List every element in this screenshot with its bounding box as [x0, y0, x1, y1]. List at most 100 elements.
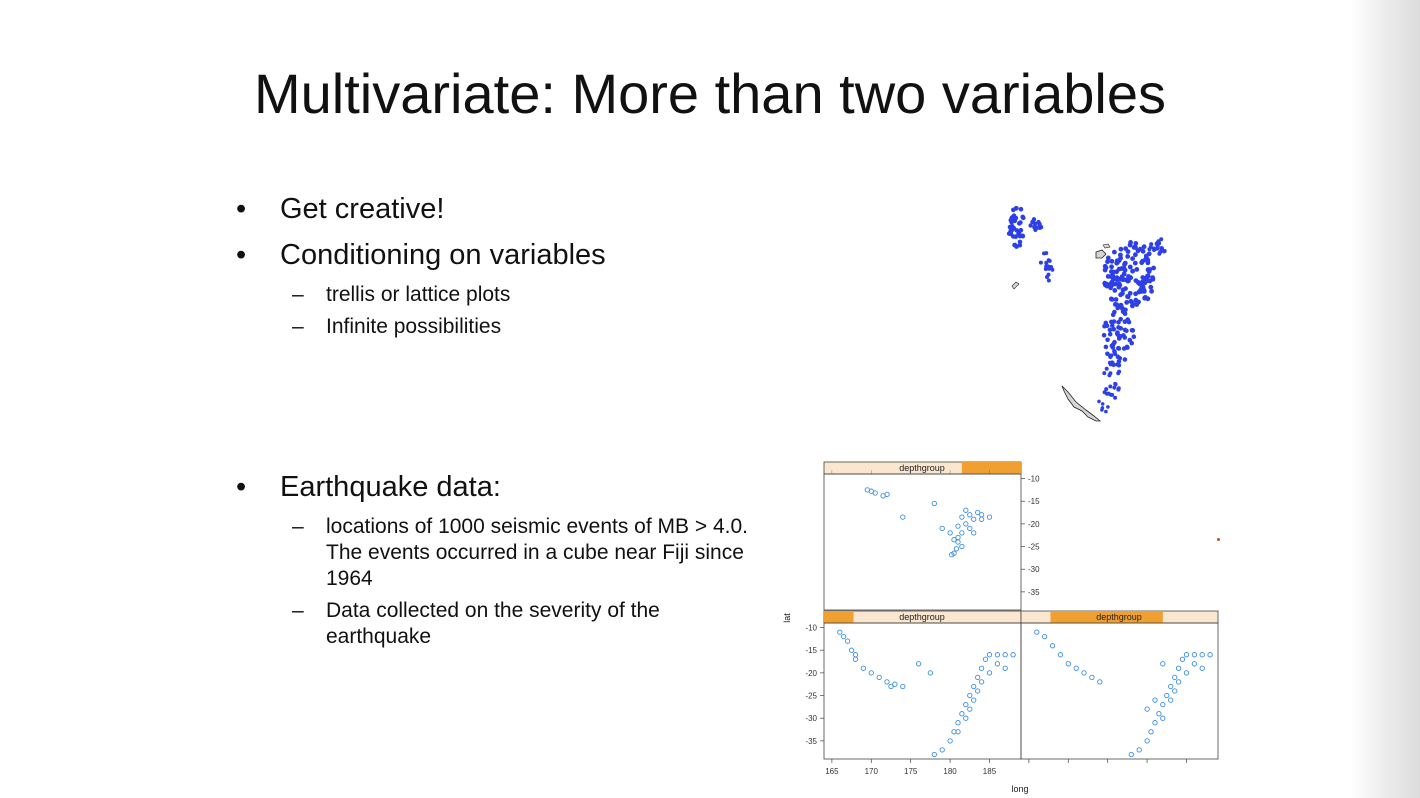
data-point [884, 491, 890, 498]
map-point [1121, 346, 1127, 351]
map-point [1111, 319, 1117, 324]
map-point [1104, 366, 1109, 371]
map-point [1117, 369, 1122, 374]
bullet-earthquake-data: Earthquake data: [236, 464, 756, 510]
y-tick-label: -30 [805, 714, 817, 723]
map-point [1016, 231, 1021, 237]
strip-range-fill [961, 462, 1021, 474]
map-point [1110, 323, 1115, 328]
map-point [1151, 265, 1156, 271]
map-point [1044, 260, 1049, 265]
x-tick-label: 170 [865, 767, 879, 776]
data-point [1089, 674, 1095, 681]
data-point [959, 543, 965, 550]
map-point [1018, 227, 1024, 233]
map-point [1111, 327, 1117, 332]
map-point [1130, 256, 1135, 261]
map-point [1116, 320, 1121, 325]
map-point [1103, 344, 1109, 350]
map-point [1013, 206, 1019, 211]
map-point [1122, 311, 1128, 316]
map-point [1155, 243, 1160, 248]
map-point [1114, 277, 1120, 283]
coastline-shapes [1011, 243, 1111, 422]
map-point [1108, 354, 1113, 360]
map-point [1112, 302, 1118, 307]
map-point [1106, 405, 1110, 409]
data-point [931, 500, 937, 507]
map-point [1105, 337, 1110, 343]
data-point [852, 652, 859, 658]
map-point [1131, 334, 1137, 339]
stray-dot [1217, 538, 1220, 541]
map-point [1139, 260, 1145, 266]
data-point [1160, 715, 1166, 721]
map-point [1157, 251, 1162, 256]
data-point [1175, 679, 1182, 685]
map-point [1046, 278, 1051, 283]
data-point [967, 692, 973, 699]
data-point [951, 537, 957, 543]
map-point [1115, 354, 1121, 359]
y-tick-label: -15 [805, 646, 817, 655]
data-point [888, 683, 894, 690]
map-point [1105, 255, 1111, 261]
map-point [1113, 297, 1119, 302]
data-point [967, 512, 973, 518]
map-point [1115, 305, 1120, 311]
slide-title: Multivariate: More than two variables [254, 62, 1166, 125]
data-point [971, 516, 977, 522]
map-point [1014, 228, 1020, 233]
data-point [1049, 643, 1056, 649]
data-point [844, 638, 851, 644]
map-point [1127, 264, 1133, 270]
map-point [1046, 264, 1051, 269]
map-point [1028, 223, 1033, 228]
data-point [1073, 665, 1079, 671]
data-point [947, 530, 953, 536]
y-tick-label: -20 [1028, 520, 1040, 529]
data-point [955, 523, 961, 529]
x-tick-label: 185 [983, 767, 997, 776]
data-point [963, 521, 969, 527]
map-point [1124, 300, 1130, 305]
y-tick-label: -35 [805, 737, 817, 746]
data-point [949, 552, 955, 558]
bullet-get-creative: Get creative! [236, 186, 756, 232]
map-point [1159, 246, 1164, 251]
x-tick-label: 175 [904, 767, 918, 776]
y-tick-label: -10 [1028, 475, 1040, 484]
data-point [939, 747, 945, 753]
data-point [1172, 688, 1178, 694]
map-point [1107, 327, 1113, 333]
map-point [1119, 266, 1125, 271]
map-point [1112, 249, 1117, 255]
map-point [1156, 239, 1161, 244]
data-point [982, 656, 989, 662]
map-point [1009, 215, 1015, 220]
map-point [1043, 267, 1048, 271]
map-point [1118, 326, 1123, 331]
data-point [872, 490, 878, 496]
map-point [1145, 273, 1150, 279]
data-point [955, 539, 961, 545]
map-point [1113, 395, 1118, 400]
panel-top-left: depthgroup [823, 461, 1022, 611]
map-point [1033, 227, 1038, 232]
map-point [1009, 220, 1014, 225]
map-point [1101, 332, 1107, 338]
map-point [1135, 248, 1141, 254]
map-point [1008, 228, 1014, 233]
map-point [1132, 260, 1138, 266]
data-point [959, 514, 965, 520]
map-point [1102, 267, 1108, 273]
map-point [1109, 282, 1115, 288]
data-point [1065, 661, 1071, 667]
data-point [959, 530, 965, 536]
lattice-chart: depthgroup depthgroup depthgroup -10-10-… [782, 461, 1219, 794]
map-point [1127, 290, 1133, 296]
data-point [1160, 661, 1166, 667]
map-point [1148, 284, 1154, 290]
panel-frame [1020, 622, 1219, 760]
map-point [1116, 284, 1122, 290]
